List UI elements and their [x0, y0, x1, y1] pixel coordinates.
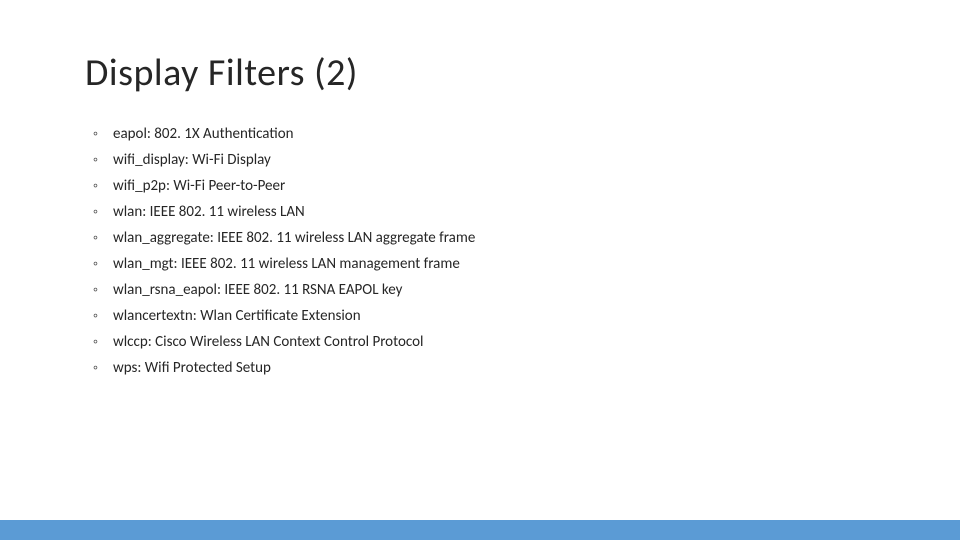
- list-item: ◦ wlan: IEEE 802. 11 wireless LAN: [93, 202, 960, 223]
- bottom-accent-bar: [0, 520, 960, 540]
- item-text: wifi_p2p: Wi-Fi Peer-to-Peer: [113, 176, 285, 197]
- item-text: wlan_aggregate: IEEE 802. 11 wireless LA…: [113, 228, 475, 249]
- item-text: wlccp: Cisco Wireless LAN Context Contro…: [113, 332, 423, 353]
- list-item: ◦ wlan_mgt: IEEE 802. 11 wireless LAN ma…: [93, 254, 960, 275]
- list-item: ◦ wps: Wifi Protected Setup: [93, 358, 960, 379]
- list-item: ◦ wifi_p2p: Wi-Fi Peer-to-Peer: [93, 176, 960, 197]
- item-text: wlan_mgt: IEEE 802. 11 wireless LAN mana…: [113, 254, 460, 275]
- bullet-icon: ◦: [93, 332, 103, 352]
- list-item: ◦ eapol: 802. 1X Authentication: [93, 124, 960, 145]
- filter-list: ◦ eapol: 802. 1X Authentication ◦ wifi_d…: [85, 124, 960, 379]
- item-text: eapol: 802. 1X Authentication: [113, 124, 294, 145]
- bullet-icon: ◦: [93, 228, 103, 248]
- bullet-icon: ◦: [93, 306, 103, 326]
- bullet-icon: ◦: [93, 358, 103, 378]
- item-text: wlancertextn: Wlan Certificate Extension: [113, 306, 361, 327]
- item-text: wps: Wifi Protected Setup: [113, 358, 271, 379]
- list-item: ◦ wlccp: Cisco Wireless LAN Context Cont…: [93, 332, 960, 353]
- list-item: ◦ wlan_aggregate: IEEE 802. 11 wireless …: [93, 228, 960, 249]
- list-item: ◦ wlan_rsna_eapol: IEEE 802. 11 RSNA EAP…: [93, 280, 960, 301]
- bullet-icon: ◦: [93, 254, 103, 274]
- item-text: wlan: IEEE 802. 11 wireless LAN: [113, 202, 305, 223]
- bullet-icon: ◦: [93, 202, 103, 222]
- slide-title: Display Filters (2): [85, 50, 960, 96]
- item-text: wifi_display: Wi-Fi Display: [113, 150, 271, 171]
- bullet-icon: ◦: [93, 150, 103, 170]
- bullet-icon: ◦: [93, 280, 103, 300]
- list-item: ◦ wifi_display: Wi-Fi Display: [93, 150, 960, 171]
- bullet-icon: ◦: [93, 176, 103, 196]
- bullet-icon: ◦: [93, 124, 103, 144]
- slide-container: Display Filters (2) ◦ eapol: 802. 1X Aut…: [0, 0, 960, 540]
- item-text: wlan_rsna_eapol: IEEE 802. 11 RSNA EAPOL…: [113, 280, 402, 301]
- list-item: ◦ wlancertextn: Wlan Certificate Extensi…: [93, 306, 960, 327]
